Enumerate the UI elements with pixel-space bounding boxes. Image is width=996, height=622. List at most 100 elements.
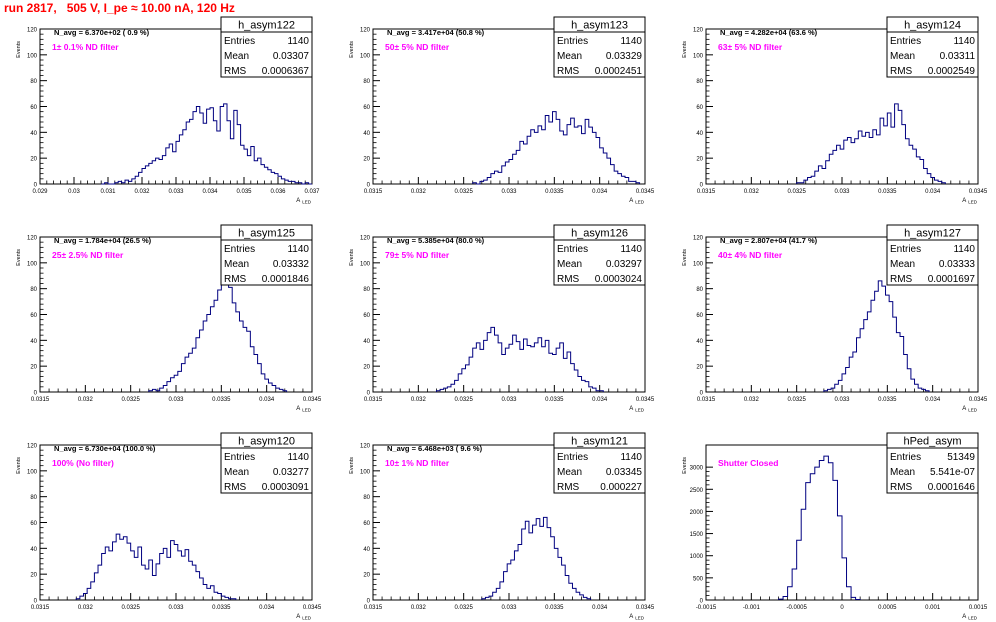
histogram-bar xyxy=(244,149,247,184)
histogram-bar xyxy=(580,595,584,600)
histogram-bar xyxy=(545,340,549,392)
histogram-bar xyxy=(808,178,812,184)
histogram-panel: 0 20 40 60 80 100 120 0.0315 0.032 0.0325 0.033 0.0… xyxy=(16,432,322,621)
histogram-bar xyxy=(779,599,784,600)
histogram-bar xyxy=(139,172,142,184)
y-axis-title: Events xyxy=(349,41,355,58)
histogram-bar xyxy=(922,389,926,392)
histogram-bar xyxy=(878,281,882,392)
histogram-bar xyxy=(907,369,911,392)
histogram-bar xyxy=(451,384,455,392)
stats-label: RMS xyxy=(890,66,913,77)
histogram-bar xyxy=(169,144,172,184)
stats-value: 1140 xyxy=(620,452,642,463)
histogram-bar xyxy=(585,382,589,392)
histogram-bar xyxy=(131,551,135,600)
histogram-bar xyxy=(847,587,852,600)
histogram-outline xyxy=(823,280,930,392)
histogram-bar xyxy=(203,585,207,601)
y-tick-label: 20 xyxy=(696,157,703,163)
x-tick-label: 0.0335 xyxy=(545,605,564,611)
stats-value: 0.03277 xyxy=(273,467,310,478)
histogram-bar xyxy=(538,338,542,392)
histogram-bar xyxy=(230,139,233,184)
x-tick-label: 0.033 xyxy=(501,397,517,403)
x-tick-label: 0.0015 xyxy=(969,605,988,611)
y-tick-label: 20 xyxy=(30,365,37,371)
histogram-bar xyxy=(527,136,531,184)
histogram-bar xyxy=(505,348,509,392)
histogram-bar xyxy=(491,327,495,392)
histogram-bar xyxy=(473,183,477,184)
y-tick-label: 100 xyxy=(27,469,38,475)
histogram-bar xyxy=(860,329,864,392)
y-tick-label: 80 xyxy=(30,79,37,85)
y-tick-label: 500 xyxy=(693,576,704,582)
histogram-bar xyxy=(549,353,553,392)
histogram-bar xyxy=(232,303,236,392)
navg-label: N_avg = 6.468e+03 ( 9.6 %) xyxy=(387,444,483,453)
histogram-bar xyxy=(516,150,520,184)
histogram-bar xyxy=(239,321,243,392)
stats-label: Mean xyxy=(224,51,249,62)
x-tick-label: 0.0325 xyxy=(787,397,806,403)
y-tick-label: 60 xyxy=(363,105,370,111)
navg-label: N_avg = 5.385e+04 (80.0 %) xyxy=(387,236,485,245)
histogram-bar xyxy=(840,149,844,184)
histogram-outline xyxy=(796,103,946,184)
histogram-bar xyxy=(533,525,537,600)
x-tick-label: 0.0345 xyxy=(303,605,322,611)
histogram-bar xyxy=(484,340,488,392)
histogram-bar xyxy=(804,180,808,184)
histogram-bar xyxy=(84,594,88,600)
x-tick-label: 0.034 xyxy=(259,397,275,403)
histogram-bar xyxy=(837,145,841,184)
x-axis-title: A LED xyxy=(629,198,645,205)
x-axis-title: A LED xyxy=(296,406,312,413)
histogram-bar xyxy=(171,378,175,392)
filter-label: 10± 1% ND filter xyxy=(385,458,450,468)
histogram-panel: 0 20 40 60 80 100 120 0.0315 0.032 0.0325 0.033 0.0… xyxy=(349,432,655,621)
histogram-bar xyxy=(261,165,264,184)
histogram-bar xyxy=(833,480,838,600)
histogram-bar xyxy=(562,565,566,600)
x-tick-label: 0.0325 xyxy=(454,605,473,611)
x-tick-label: 0.0315 xyxy=(697,397,716,403)
x-tick-label: 0.033 xyxy=(168,397,184,403)
histogram-bar xyxy=(905,139,909,184)
y-tick-label: 120 xyxy=(360,236,371,242)
histogram-bar xyxy=(509,159,513,184)
y-tick-label: 60 xyxy=(363,313,370,319)
histogram-bar xyxy=(496,588,500,600)
histogram-bar xyxy=(560,131,564,184)
stats-value: 0.0003024 xyxy=(595,274,643,285)
filter-label: Shutter Closed xyxy=(718,458,778,468)
x-axis-title: A LED xyxy=(962,198,978,205)
histogram-bar xyxy=(292,181,295,184)
y-tick-label: 120 xyxy=(360,444,371,450)
histogram-bar xyxy=(181,364,185,392)
x-tick-label: 0.032 xyxy=(411,397,427,403)
x-tick-label: 0.0345 xyxy=(636,189,655,195)
histogram-bar xyxy=(227,121,230,184)
histogram-panel: 0 20 40 60 80 100 120 0.0315 0.032 0.0325 0.033 0.0… xyxy=(349,224,655,413)
histogram-bar xyxy=(815,171,819,184)
histogram-bar xyxy=(898,110,902,184)
filter-label: 1± 0.1% ND filter xyxy=(52,42,119,52)
stats-value: 0.0002451 xyxy=(595,66,643,77)
x-tick-label: 0.034 xyxy=(592,189,608,195)
stats-box xyxy=(220,432,313,494)
histogram-bar xyxy=(94,573,98,600)
stats-value: 0.03333 xyxy=(939,259,976,270)
histogram-bar xyxy=(487,333,491,392)
x-tick-label: 0.0345 xyxy=(636,397,655,403)
x-tick-label: 0.033 xyxy=(501,189,517,195)
x-tick-label: 0.029 xyxy=(32,189,48,195)
histogram-bar xyxy=(210,307,214,392)
histogram-bar xyxy=(113,542,117,600)
x-tick-label: 0.034 xyxy=(202,189,218,195)
histogram-bar xyxy=(855,139,859,184)
x-tick-label: 0.0325 xyxy=(454,397,473,403)
filter-label: 63± 5% ND filter xyxy=(718,42,783,52)
histogram-panel: 0 20 40 60 80 100 120 0.0315 0.032 0.0325 0.033 0.0… xyxy=(682,16,988,205)
